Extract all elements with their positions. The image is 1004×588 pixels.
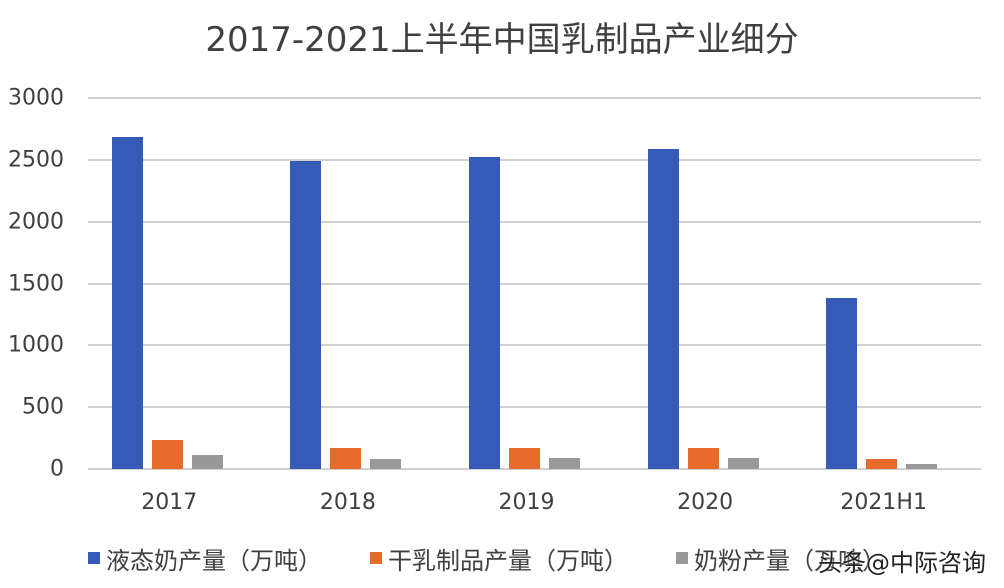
gridline <box>88 406 981 409</box>
bar <box>509 447 540 469</box>
legend-item: 干乳制品产量（万吨） <box>370 541 628 576</box>
gridline <box>88 344 981 347</box>
gridline <box>88 468 981 470</box>
gridline <box>88 220 981 223</box>
gridline <box>88 97 981 99</box>
bar <box>330 447 362 469</box>
legend-label: 干乳制品产量（万吨） <box>388 546 628 575</box>
bar <box>549 457 580 469</box>
chart-title: 2017-2021上半年中国乳制品产业细分 <box>205 20 799 60</box>
y-tick-label: 0 <box>50 456 64 482</box>
x-tick-label: 2017 <box>141 490 198 515</box>
bar <box>111 136 143 469</box>
gridline <box>88 158 981 161</box>
bar <box>826 297 858 469</box>
legend-item: 液态奶产量（万吨） <box>88 541 322 576</box>
bar <box>906 464 938 469</box>
bar <box>727 457 759 469</box>
legend-swatch-icon <box>370 552 382 564</box>
bar <box>191 455 223 469</box>
y-tick-label: 1000 <box>8 332 64 358</box>
plot-area <box>88 97 981 470</box>
bar <box>647 148 679 469</box>
bar <box>151 439 183 469</box>
legend-swatch-icon <box>676 552 688 564</box>
bar <box>290 161 322 469</box>
y-tick-label: 2500 <box>8 147 64 173</box>
y-tick-label: 2000 <box>8 209 64 235</box>
legend-item: 奶粉产量（万吨） <box>676 541 886 576</box>
watermark: 头条@中际咨询 <box>818 549 986 577</box>
bar <box>866 459 898 469</box>
legend-label: 奶粉产量（万吨） <box>694 546 886 575</box>
x-tick-label: 2020 <box>677 490 734 515</box>
legend: 液态奶产量（万吨） 干乳制品产量（万吨） 奶粉产量（万吨） <box>88 540 934 576</box>
legend-label: 液态奶产量（万吨） <box>106 546 322 575</box>
x-tick-label: 2019 <box>498 490 555 515</box>
x-tick-label: 2018 <box>319 490 376 515</box>
x-tick-label: 2021H1 <box>840 490 927 515</box>
bar <box>687 447 719 469</box>
y-tick-label: 1500 <box>8 271 64 296</box>
bar <box>370 458 402 469</box>
y-tick-label: 500 <box>22 394 64 420</box>
y-tick-label: 3000 <box>8 85 64 111</box>
gridline <box>88 282 981 285</box>
bar <box>469 157 500 469</box>
legend-swatch-icon <box>88 552 100 564</box>
